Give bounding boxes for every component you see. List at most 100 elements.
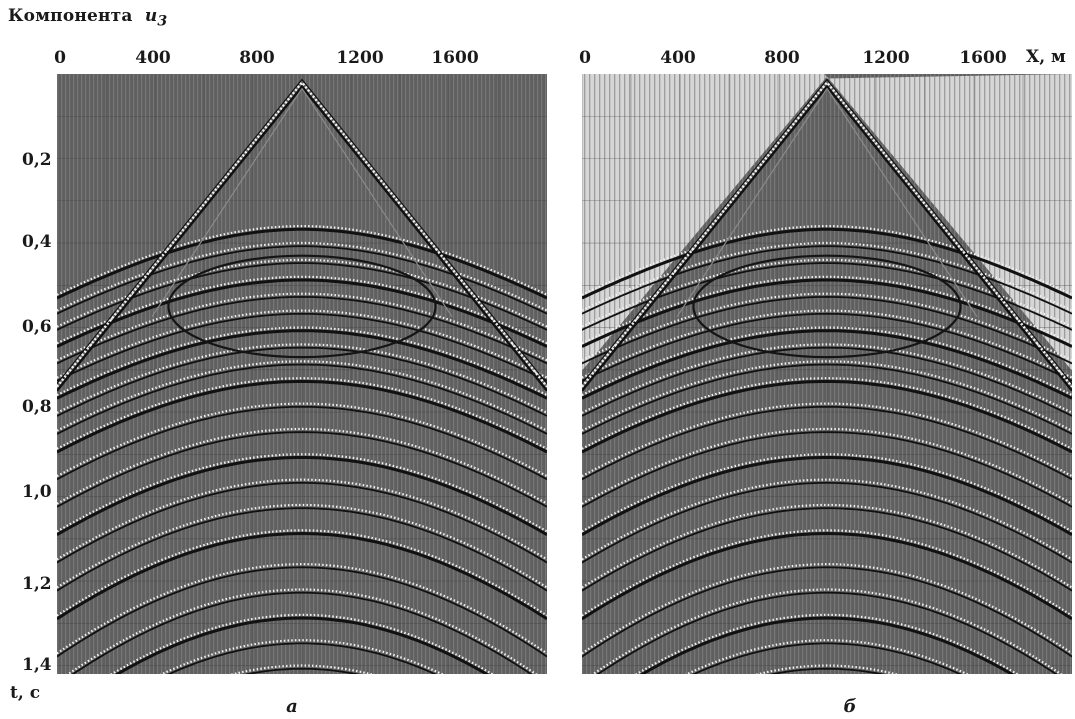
reflection-dark bbox=[57, 262, 547, 331]
reflection-light bbox=[57, 529, 547, 617]
reflection-dark bbox=[582, 227, 1072, 300]
reflection-light bbox=[582, 478, 1072, 561]
reflection-light bbox=[582, 360, 1072, 432]
highlight-ellipse bbox=[692, 254, 962, 359]
reflection-dark bbox=[582, 295, 1072, 365]
reflection-light bbox=[582, 343, 1072, 414]
reflection-dark bbox=[57, 363, 547, 435]
reflection-dark bbox=[768, 667, 886, 674]
y-tick-1.2: 1,2 bbox=[22, 574, 52, 594]
reflection-light bbox=[57, 453, 547, 533]
x-tick-a-1200: 1200 bbox=[336, 48, 384, 68]
direct-wave bbox=[582, 78, 1072, 392]
x-tick-b-1200: 1200 bbox=[862, 48, 910, 68]
reflection-dark bbox=[71, 591, 533, 674]
reflection-light bbox=[582, 377, 1072, 450]
reflection-dark bbox=[57, 329, 547, 400]
y-tick-1.4: 1,4 bbox=[22, 655, 52, 675]
reflection-dark bbox=[582, 507, 1072, 592]
reflection-dark bbox=[57, 566, 547, 658]
reflection-light bbox=[582, 326, 1072, 397]
reflection-light bbox=[582, 275, 1072, 345]
seismogram-panel-a bbox=[57, 74, 547, 674]
reflection-dark bbox=[167, 642, 437, 674]
x-tick-a-800: 800 bbox=[239, 48, 275, 68]
reflection-light bbox=[57, 427, 547, 505]
reflection-light bbox=[582, 402, 1072, 478]
reflection-light bbox=[57, 258, 547, 328]
reflection-light bbox=[229, 664, 375, 674]
x-tick-a-1600: 1600 bbox=[431, 48, 479, 68]
reflection-light bbox=[57, 275, 547, 345]
reflection-light bbox=[57, 309, 547, 379]
reflection-dark bbox=[582, 379, 1072, 454]
reflection-light bbox=[57, 241, 547, 312]
reflection-light bbox=[582, 503, 1072, 589]
title-subscript: 3 bbox=[157, 13, 168, 30]
head-wave bbox=[676, 88, 978, 318]
reflection-dark bbox=[57, 456, 547, 536]
x-tick-b-1600: 1600 bbox=[959, 48, 1007, 68]
reflection-light bbox=[582, 258, 1072, 328]
reflection-dark bbox=[243, 667, 361, 674]
reflection-light bbox=[57, 292, 547, 362]
y-tick-0.8: 0,8 bbox=[22, 397, 52, 417]
highlight-ellipse bbox=[167, 254, 437, 359]
reflection-light bbox=[57, 503, 547, 589]
reflection-light bbox=[57, 402, 547, 478]
reflection-light bbox=[57, 343, 547, 414]
reflection-dark bbox=[57, 227, 547, 300]
reflection-dark bbox=[582, 245, 1072, 315]
reflection-events bbox=[57, 225, 547, 674]
reflection-light bbox=[582, 292, 1072, 362]
reflection-light bbox=[582, 453, 1072, 533]
reflection-dark bbox=[57, 531, 547, 621]
reflection-light bbox=[57, 225, 547, 296]
y-tick-1.0: 1,0 bbox=[22, 482, 52, 502]
panel-caption-a: а bbox=[286, 696, 298, 717]
x-tick-b-400: 400 bbox=[660, 48, 696, 68]
seismogram-panel-b bbox=[582, 74, 1072, 674]
reflection-light bbox=[57, 326, 547, 397]
reflection-dark bbox=[582, 566, 1072, 658]
reflection-light bbox=[634, 613, 1020, 674]
head-wave bbox=[151, 88, 453, 318]
reflection-dark bbox=[57, 245, 547, 315]
reflection-dark bbox=[582, 278, 1072, 348]
figure-title: Компонента u3 bbox=[8, 6, 167, 29]
x-tick-b-0: 0 bbox=[579, 48, 591, 68]
reflection-light bbox=[582, 309, 1072, 379]
reflection-dark bbox=[582, 262, 1072, 331]
reflection-dark bbox=[57, 312, 547, 382]
reflection-dark bbox=[57, 346, 547, 417]
reflection-dark bbox=[582, 363, 1072, 435]
reflection-light bbox=[109, 613, 495, 674]
reflection-light bbox=[754, 664, 900, 674]
reflection-dark bbox=[596, 591, 1058, 674]
reflection-dark bbox=[57, 295, 547, 365]
reflection-dark bbox=[639, 616, 1015, 674]
reflection-dark bbox=[582, 456, 1072, 536]
title-text: Компонента bbox=[8, 6, 133, 26]
reflection-dark bbox=[57, 507, 547, 592]
x-tick-b-800: 800 bbox=[764, 48, 800, 68]
reflection-light bbox=[582, 225, 1072, 296]
reflection-dark bbox=[114, 616, 490, 674]
x-tick-a-400: 400 bbox=[135, 48, 171, 68]
reflection-dark bbox=[582, 329, 1072, 400]
x-tick-a-0: 0 bbox=[54, 48, 66, 68]
reflection-events bbox=[582, 225, 1072, 674]
title-component-symbol: u3 bbox=[145, 6, 168, 30]
direct-wave bbox=[57, 78, 547, 392]
muted-region bbox=[582, 74, 1072, 371]
reflection-light bbox=[582, 529, 1072, 617]
reflection-dark bbox=[582, 531, 1072, 621]
reflection-dark bbox=[582, 312, 1072, 382]
reflection-dark bbox=[582, 405, 1072, 481]
reflection-dark bbox=[582, 346, 1072, 417]
reflection-dark bbox=[57, 405, 547, 481]
panel-caption-b: б bbox=[843, 696, 857, 717]
reflection-dark bbox=[582, 481, 1072, 564]
reflection-dark bbox=[582, 431, 1072, 508]
reflection-dark bbox=[692, 642, 962, 674]
